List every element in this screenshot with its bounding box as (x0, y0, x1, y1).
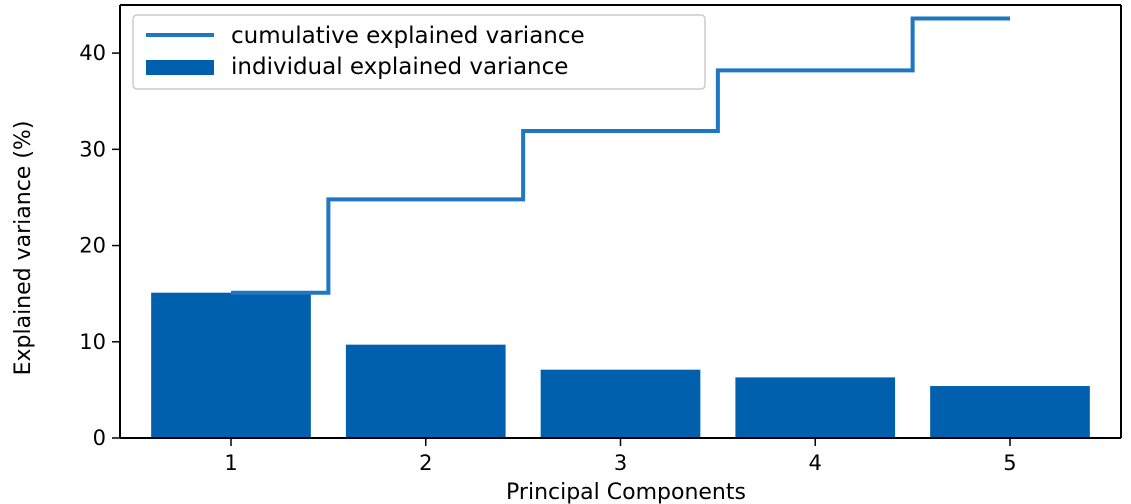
legend: cumulative explained variance individual… (132, 14, 706, 90)
y-axis-title: Explained variance (%) (11, 121, 36, 376)
y-tick-label: 10 (79, 330, 106, 354)
x-tick-label: 5 (1003, 451, 1016, 475)
ticks-layer: 0 10 20 30 40 1 2 3 4 5 (79, 41, 1016, 475)
x-tick-label: 3 (614, 451, 627, 475)
legend-frame (132, 14, 706, 90)
y-tick-label: 30 (79, 137, 106, 161)
cumulative-line-layer (231, 16, 1010, 295)
y-tick-label: 20 (79, 234, 106, 258)
bar-pc-1 (151, 292, 311, 438)
legend-label-individual: individual explained variance (231, 54, 568, 80)
x-tick-label: 4 (809, 451, 822, 475)
legend-label-cumulative: cumulative explained variance (231, 23, 585, 49)
bar-pc-2 (345, 344, 506, 438)
x-axis-title: Principal Components (506, 480, 746, 504)
x-tick-label: 2 (419, 451, 432, 475)
x-tick-label: 1 (224, 451, 237, 475)
bar-pc-5 (930, 386, 1090, 438)
y-tick-label: 40 (79, 41, 106, 65)
legend-swatch-individual (146, 60, 214, 75)
y-tick-label: 0 (93, 426, 106, 450)
cumulative-variance-line (231, 16, 1010, 295)
bar-pc-4 (735, 377, 896, 438)
bars-layer (151, 292, 1090, 438)
bar-pc-3 (540, 369, 701, 438)
